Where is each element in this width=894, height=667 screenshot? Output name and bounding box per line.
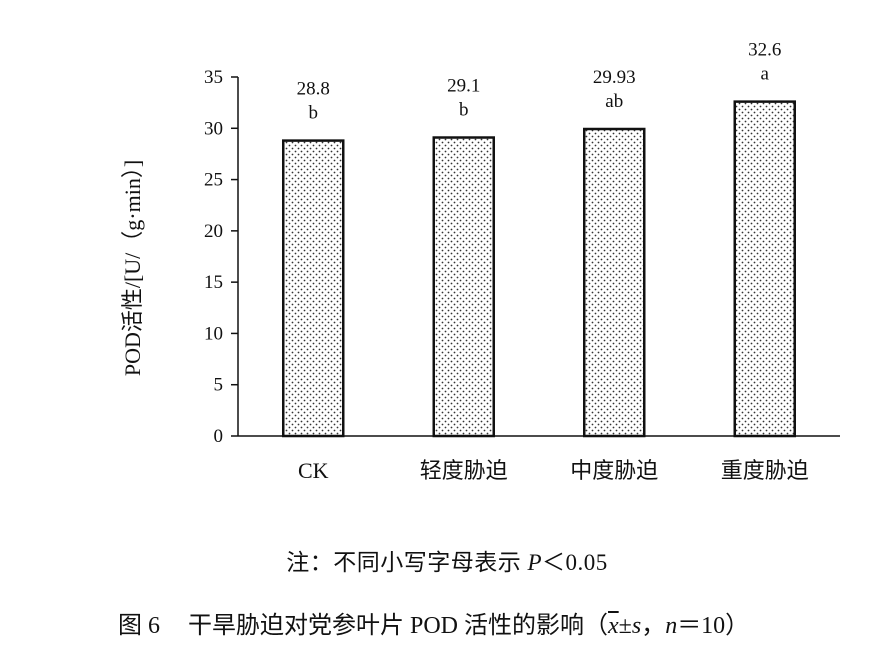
significance-letter: a — [761, 64, 770, 85]
figure-number: 图 6 — [118, 613, 160, 639]
caption-n-value: ＝10） — [677, 613, 750, 639]
plot-area: 0 5 10 15 20 25 30 35 28.8 b CK 29.1 b 轻度胁迫 29.93 ab 中度胁… — [204, 40, 840, 483]
y-tick-label: 15 — [204, 272, 223, 293]
note-suffix: ＜0.05 — [542, 550, 608, 575]
caption-text: 干旱胁迫对党参叶片 POD 活性的影响（ — [188, 613, 609, 639]
significance-letter: b — [459, 100, 469, 121]
significance-letter: b — [309, 103, 319, 124]
caption-n-symbol: n — [665, 613, 678, 639]
x-category-label: 重度胁迫 — [721, 458, 809, 483]
caption-sep: ， — [641, 613, 666, 639]
y-tick-label: 25 — [204, 170, 223, 191]
significance-letter: ab — [605, 91, 623, 112]
y-tick-label: 30 — [204, 118, 223, 139]
bar-value-label: 28.8 — [297, 79, 330, 100]
bar-value-label: 29.1 — [447, 76, 480, 97]
bar-value-label: 29.93 — [593, 67, 636, 88]
figure-caption: 图 6 干旱胁迫对党参叶片 POD 活性的影响（x±s，n＝10） — [118, 605, 749, 640]
y-tick-label: 20 — [204, 221, 223, 242]
y-tick-label: 5 — [214, 375, 224, 396]
bar-2 — [432, 136, 495, 438]
x-category-label: 中度胁迫 — [570, 458, 658, 483]
bar-3 — [583, 127, 646, 438]
bar-4 — [733, 100, 796, 438]
y-tick-label: 0 — [214, 426, 224, 447]
chart-note: 注：不同小写字母表示 P＜0.05 — [0, 543, 894, 577]
x-category-label: 轻度胁迫 — [420, 458, 508, 483]
note-prefix: 注：不同小写字母表示 — [286, 550, 528, 575]
note-p-symbol: P — [527, 550, 543, 575]
bar-1 — [282, 139, 345, 438]
y-axis-label: POD活性/[U/（g·min）] — [120, 160, 145, 376]
x-category-label: CK — [298, 458, 329, 483]
bar-value-label: 32.6 — [748, 40, 781, 61]
y-tick-label: 10 — [204, 323, 223, 344]
y-tick-label: 35 — [204, 67, 223, 88]
caption-xbar-symbol: x — [608, 613, 619, 639]
caption-pm: ± — [618, 613, 632, 639]
pod-activity-bar-chart: 0 5 10 15 20 25 30 35 28.8 b CK 29.1 b 轻度胁迫 29.93 ab 中度胁… — [120, 40, 840, 483]
caption-s-symbol: s — [631, 613, 642, 639]
